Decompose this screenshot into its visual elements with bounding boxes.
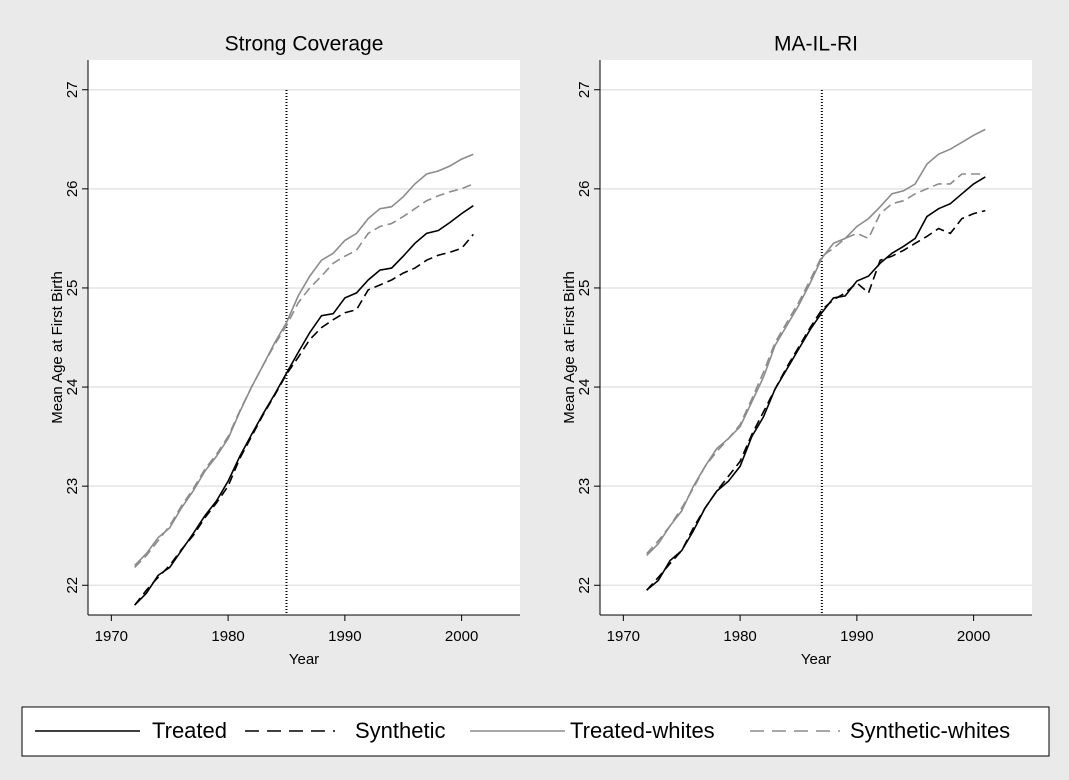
series-line — [134, 205, 474, 606]
y-tick-label: 27 — [64, 81, 81, 98]
x-tick-label: 1990 — [328, 628, 361, 645]
y-axis-title: Mean Age at First Birth — [561, 271, 578, 424]
x-axis-title: Year — [289, 651, 319, 668]
x-tick-label: 1970 — [95, 628, 128, 645]
x-tick-label: 2000 — [445, 628, 478, 645]
series-line — [134, 183, 474, 568]
series-line — [646, 173, 986, 555]
legend-label: Treated-whites — [570, 718, 715, 743]
y-tick-label: 22 — [64, 577, 81, 594]
legend-label: Synthetic-whites — [850, 718, 1010, 743]
legend-label: Synthetic — [355, 718, 446, 743]
y-tick-label: 23 — [576, 478, 593, 495]
y-tick-label: 25 — [64, 280, 81, 297]
x-tick-label: 1980 — [211, 628, 244, 645]
y-tick-label: 23 — [64, 478, 81, 495]
chart-title: MA-IL-RI — [774, 33, 858, 56]
series-line — [646, 176, 986, 591]
plot-area — [88, 60, 520, 615]
y-tick-label: 24 — [64, 379, 81, 396]
x-tick-label: 1970 — [607, 628, 640, 645]
y-tick-label: 26 — [576, 180, 593, 197]
x-tick-label: 2000 — [957, 628, 990, 645]
series-line — [134, 153, 474, 566]
y-tick-label: 27 — [576, 81, 593, 98]
series-line — [646, 209, 986, 591]
x-tick-label: 1990 — [840, 628, 873, 645]
series-line — [134, 233, 474, 606]
y-tick-label: 24 — [576, 379, 593, 396]
y-tick-label: 26 — [64, 180, 81, 197]
chart-title: Strong Coverage — [225, 33, 384, 56]
legend-label: Treated — [152, 718, 227, 743]
x-tick-label: 1980 — [723, 628, 756, 645]
y-tick-label: 25 — [576, 280, 593, 297]
y-tick-label: 22 — [576, 577, 593, 594]
y-axis-title: Mean Age at First Birth — [49, 271, 66, 424]
x-axis-title: Year — [801, 651, 831, 668]
